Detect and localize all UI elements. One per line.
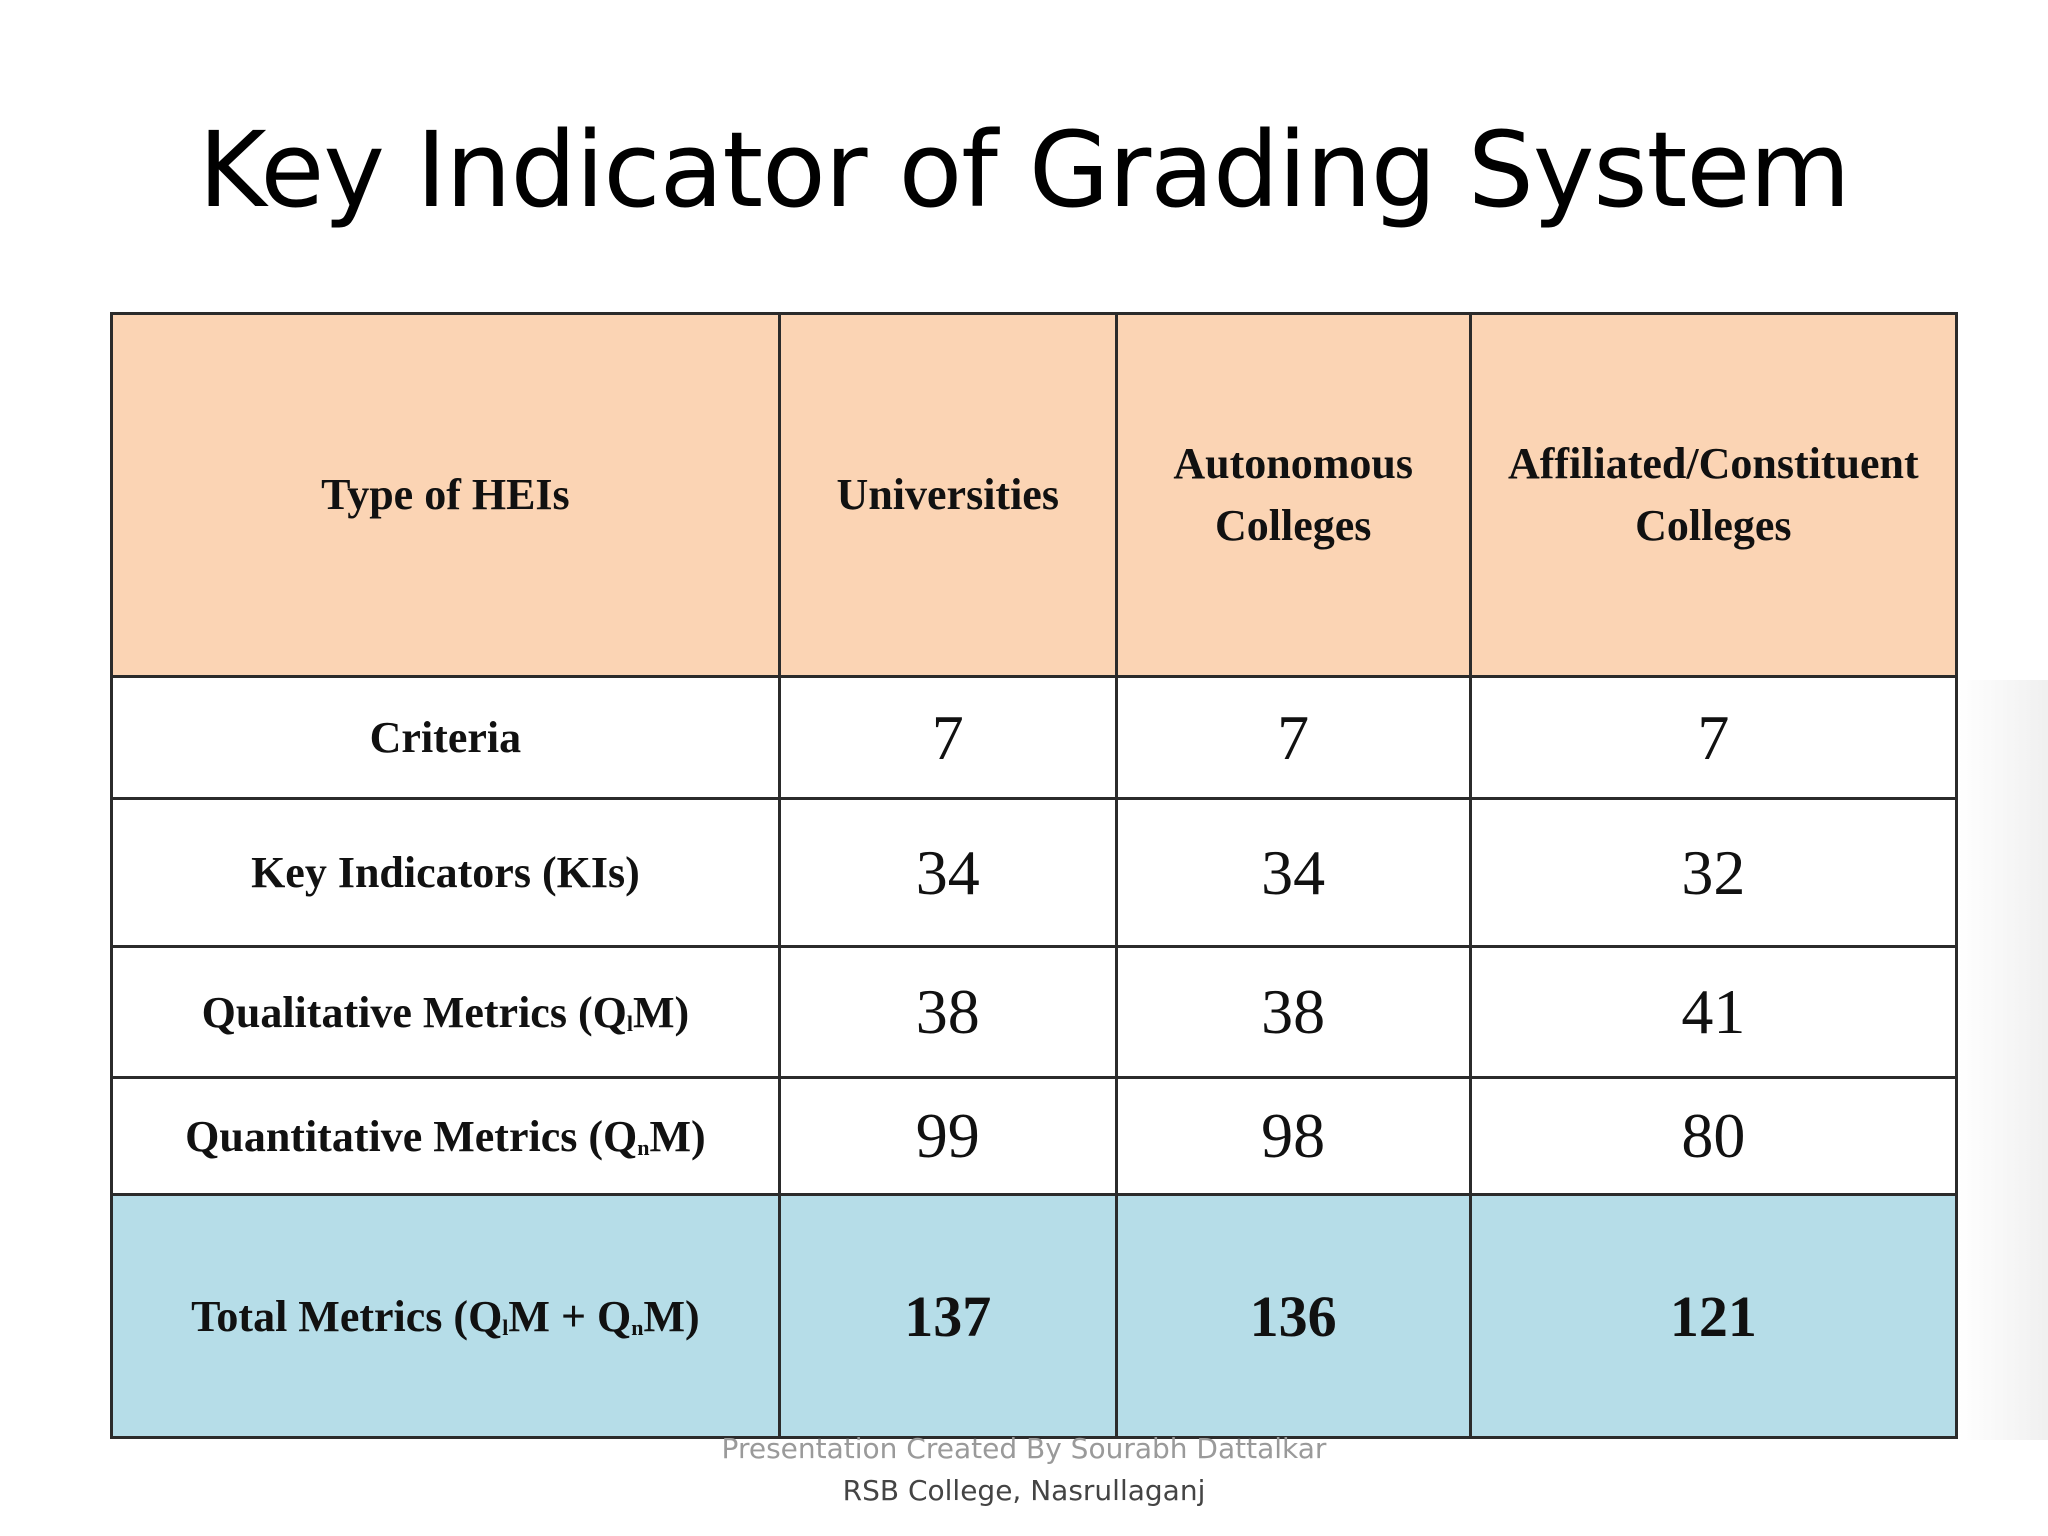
table-row-total-metrics: Total Metrics (QlM + QnM) 137 136 121 xyxy=(110,1193,1959,1439)
header-affiliated-line2: Colleges xyxy=(1635,501,1792,550)
table-row-criteria: Criteria 7 7 7 xyxy=(110,675,1959,800)
cell-affiliated: 41 xyxy=(1468,945,1959,1079)
label-part: Quantitative Metrics (Q xyxy=(185,1111,638,1161)
table-row-quantitative-metrics: Quantitative Metrics (QnM) 99 98 80 xyxy=(110,1076,1959,1196)
subscript-n: n xyxy=(637,1134,650,1160)
cell-autonomous: 38 xyxy=(1114,945,1472,1079)
header-autonomous-line2: Colleges xyxy=(1214,501,1372,550)
cell-affiliated: 80 xyxy=(1468,1076,1959,1196)
subscript-l: l xyxy=(626,1010,633,1036)
row-label: Criteria xyxy=(110,675,781,800)
header-type-of-heis: Type of HEIs xyxy=(110,312,781,678)
slide-title: Key Indicator of Grading System xyxy=(198,109,1850,231)
cell-universities-total: 137 xyxy=(777,1193,1118,1439)
cell-universities: 38 xyxy=(777,945,1118,1079)
row-label: Quantitative Metrics (QnM) xyxy=(110,1076,781,1196)
cell-affiliated-total: 121 xyxy=(1468,1193,1959,1439)
cell-universities: 34 xyxy=(777,797,1118,948)
row-label: Key Indicators (KIs) xyxy=(110,797,781,948)
label-part: Total Metrics (Q xyxy=(191,1291,503,1341)
subscript-n: n xyxy=(631,1314,644,1340)
subscript-l: l xyxy=(502,1314,509,1340)
cell-autonomous: 34 xyxy=(1114,797,1472,948)
label-part: Qualitative Metrics (Q xyxy=(201,987,627,1037)
header-affiliated-colleges: Affiliated/Constituent Colleges xyxy=(1468,312,1959,678)
label-part: M) xyxy=(643,1291,700,1341)
cell-autonomous: 98 xyxy=(1114,1076,1472,1196)
footer-credit: Presentation Created By Sourabh Dattalka… xyxy=(721,1432,1327,1465)
side-shadow xyxy=(1958,680,2048,1440)
cell-universities: 99 xyxy=(777,1076,1118,1196)
cell-universities: 7 xyxy=(777,675,1118,800)
header-autonomous-line1: Autonomous xyxy=(1173,439,1413,488)
table-header-row: Type of HEIs Universities Autonomous Col… xyxy=(110,312,1959,678)
label-part: M) xyxy=(649,1111,706,1161)
label-part: M) xyxy=(632,987,690,1037)
table-row-key-indicators: Key Indicators (KIs) 34 34 32 xyxy=(110,797,1959,948)
row-label: Total Metrics (QlM + QnM) xyxy=(110,1193,781,1439)
label-part: M + Q xyxy=(508,1291,632,1341)
footer-college: RSB College, Nasrullaganj xyxy=(842,1474,1206,1507)
row-label: Qualitative Metrics (QlM) xyxy=(110,945,781,1079)
header-autonomous-colleges: Autonomous Colleges xyxy=(1114,312,1472,678)
cell-autonomous: 7 xyxy=(1114,675,1472,800)
cell-affiliated: 7 xyxy=(1468,675,1959,800)
cell-affiliated: 32 xyxy=(1468,797,1959,948)
footer: Presentation Created By Sourabh Dattalka… xyxy=(0,1428,2048,1512)
cell-autonomous-total: 136 xyxy=(1114,1193,1472,1439)
header-universities: Universities xyxy=(777,312,1118,678)
header-affiliated-line1: Affiliated/Constituent xyxy=(1508,439,1919,488)
grading-table: Type of HEIs Universities Autonomous Col… xyxy=(110,312,1959,1439)
table-row-qualitative-metrics: Qualitative Metrics (QlM) 38 38 41 xyxy=(110,945,1959,1079)
